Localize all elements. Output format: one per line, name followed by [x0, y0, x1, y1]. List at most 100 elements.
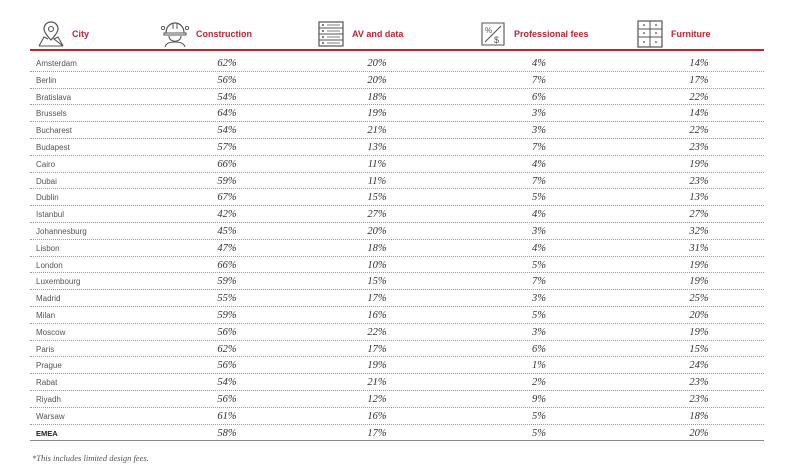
- av-data-cell: 19%: [367, 360, 387, 372]
- hard-hat-icon: [160, 19, 190, 49]
- professional-fees-cell: 6%: [532, 91, 546, 103]
- professional-fees-cell: 3%: [532, 108, 546, 120]
- table-row: Paris 62% 17% 6% 15%: [30, 341, 764, 358]
- professional-fees-cell: 7%: [532, 74, 546, 86]
- professional-fees-cell: 4%: [532, 58, 546, 69]
- av-data-cell: 15%: [367, 192, 387, 204]
- table-row: Brussels 64% 19% 3% 14%: [30, 105, 764, 123]
- furniture-cell: 23%: [689, 377, 709, 389]
- svg-text:%: %: [485, 26, 492, 35]
- professional-fees-cell: 5%: [532, 309, 546, 321]
- city-cell: Dubai: [36, 176, 57, 186]
- city-cell: Amsterdam: [36, 59, 77, 68]
- header-construction-label: Construction: [196, 29, 252, 39]
- construction-cell: 59%: [217, 309, 237, 321]
- header-professional-label: Professional fees: [514, 29, 589, 39]
- construction-cell: 56%: [217, 326, 237, 338]
- professional-fees-cell: 1%: [532, 360, 546, 372]
- table-row: Cairo 66% 11% 4% 19%: [30, 156, 764, 173]
- city-cell: Prague: [36, 361, 62, 371]
- professional-fees-cell: 5%: [532, 192, 546, 204]
- furniture-cell: 17%: [689, 74, 709, 86]
- av-data-cell: 17%: [367, 343, 387, 355]
- table-row: Dublin 67% 15% 5% 13%: [30, 189, 764, 207]
- server-icon: [316, 19, 346, 49]
- professional-fees-cell: 2%: [532, 377, 546, 389]
- city-cell: Warsaw: [36, 411, 65, 421]
- av-data-cell: 17%: [367, 427, 387, 439]
- percent-document-icon: % $: [478, 19, 508, 49]
- table-row: Lisbon 47% 18% 4% 31%: [30, 240, 764, 257]
- professional-fees-cell: 5%: [532, 259, 546, 271]
- construction-cell: 56%: [217, 360, 237, 372]
- av-data-cell: 10%: [367, 259, 387, 271]
- av-data-cell: 20%: [367, 74, 387, 86]
- furniture-cell: 19%: [689, 259, 709, 271]
- furniture-cell: 23%: [689, 393, 709, 405]
- table-row: Bucharest 54% 21% 3% 22%: [30, 122, 764, 139]
- furniture-cell: 27%: [689, 209, 709, 221]
- av-data-cell: 17%: [367, 293, 387, 305]
- construction-cell: 62%: [217, 343, 237, 355]
- av-data-cell: 16%: [367, 309, 387, 321]
- av-data-cell: 12%: [367, 393, 387, 405]
- city-cell: Luxembourg: [36, 277, 81, 287]
- furniture-cell: 19%: [689, 276, 709, 288]
- table-row: Riyadh 56% 12% 9% 23%: [30, 391, 764, 408]
- map-pin-icon: [36, 19, 66, 49]
- table-row: Dubai 59% 11% 7% 23%: [30, 173, 764, 190]
- professional-fees-cell: 3%: [532, 293, 546, 305]
- footnote: *This includes limited design fees.: [32, 453, 149, 463]
- table-row: Budapest 57% 13% 7% 23%: [30, 139, 764, 156]
- table-row: Rabat 54% 21% 2% 23%: [30, 374, 764, 391]
- city-cell: Dublin: [36, 193, 59, 203]
- table-row: Istanbul 42% 27% 4% 27%: [30, 206, 764, 223]
- table-row: Johannesburg 45% 20% 3% 32%: [30, 223, 764, 240]
- header-city-label: City: [72, 29, 90, 39]
- av-data-cell: 22%: [367, 326, 387, 338]
- city-cell: Riyadh: [36, 394, 61, 404]
- av-data-cell: 27%: [367, 209, 387, 221]
- city-cell: EMEA: [36, 428, 58, 438]
- construction-cell: 59%: [217, 276, 237, 288]
- city-cell: Lisbon: [36, 243, 60, 253]
- furniture-cell: 13%: [689, 192, 709, 204]
- table-body: Amsterdam 62% 20% 4% 14% Berlin 56% 20% 7% 17% Bra…: [30, 55, 764, 442]
- av-data-cell: 15%: [367, 276, 387, 288]
- construction-cell: 55%: [217, 293, 237, 305]
- av-data-cell: 20%: [367, 58, 387, 69]
- construction-cell: 54%: [217, 125, 237, 137]
- construction-cell: 67%: [217, 192, 237, 204]
- construction-cell: 54%: [217, 377, 237, 389]
- city-cell: Bucharest: [36, 126, 73, 136]
- header-av-label: AV and data: [352, 29, 404, 39]
- furniture-cell: 22%: [689, 125, 709, 137]
- construction-cell: 64%: [217, 108, 237, 120]
- professional-fees-cell: 3%: [532, 225, 546, 237]
- furniture-cell: 24%: [689, 360, 709, 372]
- table-row: Prague 56% 19% 1% 24%: [30, 357, 764, 375]
- cabinet-icon: [635, 19, 665, 49]
- furniture-cell: 19%: [689, 326, 709, 338]
- table-row: Berlin 56% 20% 7% 17%: [30, 72, 764, 89]
- table-row: London 66% 10% 5% 19%: [30, 257, 764, 274]
- professional-fees-cell: 9%: [532, 393, 546, 405]
- city-cell: Rabat: [36, 378, 58, 388]
- city-cell: Madrid: [36, 294, 61, 304]
- header-construction: Construction: [160, 18, 252, 50]
- header-divider: [30, 49, 764, 51]
- city-cell: Paris: [36, 344, 55, 354]
- professional-fees-cell: 5%: [532, 410, 546, 422]
- professional-fees-cell: 3%: [532, 125, 546, 137]
- av-data-cell: 18%: [367, 242, 387, 254]
- furniture-cell: 14%: [689, 108, 709, 120]
- table-row: Warsaw 61% 16% 5% 18%: [30, 408, 764, 425]
- construction-cell: 61%: [217, 410, 237, 422]
- construction-cell: 62%: [217, 58, 237, 69]
- construction-cell: 56%: [217, 393, 237, 405]
- professional-fees-cell: 5%: [532, 427, 546, 439]
- furniture-cell: 15%: [689, 343, 709, 355]
- furniture-cell: 22%: [689, 91, 709, 103]
- header-furniture-label: Furniture: [671, 29, 711, 39]
